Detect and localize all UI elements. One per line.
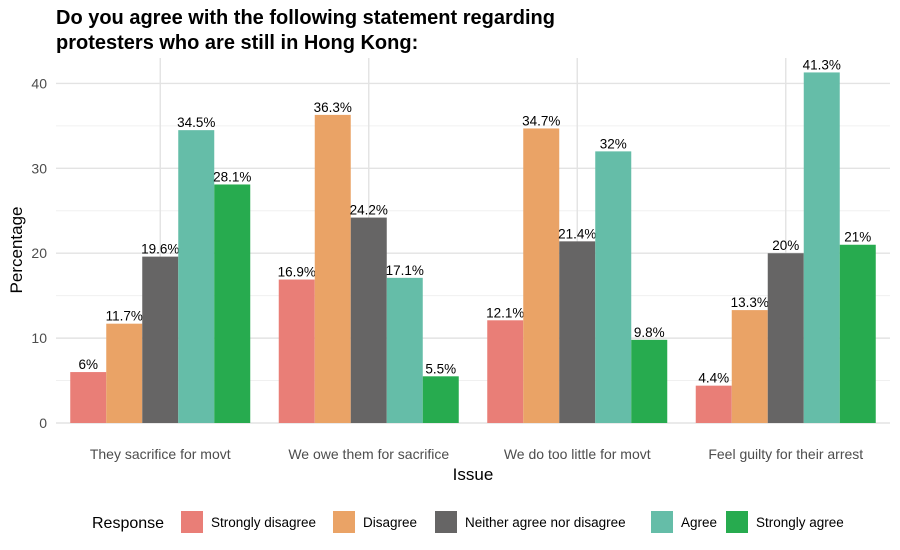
bar	[487, 320, 524, 423]
bar-value-label: 21%	[844, 230, 871, 245]
bar	[731, 310, 768, 423]
legend-key	[181, 511, 203, 533]
chart-title-line-2: protesters who are still in Hong Kong:	[56, 32, 418, 54]
bar	[839, 244, 876, 423]
bar	[559, 241, 596, 423]
y-axis-title: Percentage	[7, 207, 26, 294]
x-axis-title: Issue	[453, 465, 494, 484]
bar-value-label: 5.5%	[425, 361, 456, 376]
bar-value-label: 34.7%	[522, 113, 560, 128]
bar-value-label: 9.8%	[634, 325, 665, 340]
bar	[214, 184, 251, 423]
bar	[70, 372, 107, 423]
bar	[803, 72, 840, 423]
bar	[350, 217, 387, 423]
bar-value-label: 4.4%	[698, 371, 729, 386]
bar	[631, 339, 668, 423]
bar	[314, 114, 351, 423]
bar-value-label: 11.7%	[106, 309, 143, 324]
bar	[142, 256, 179, 423]
bar-value-label: 12.1%	[486, 305, 524, 320]
y-tick-label: 20	[31, 245, 47, 261]
bar	[106, 323, 143, 423]
bar-value-label: 19.6%	[141, 242, 179, 257]
bar-value-label: 41.3%	[803, 57, 841, 72]
x-tick-label: Feel guilty for their arrest	[708, 446, 863, 462]
bar-value-label: 32%	[600, 136, 627, 151]
x-tick-label: We do too little for movt	[504, 446, 651, 462]
legend-label: Agree	[681, 515, 717, 530]
bar-value-label: 13.3%	[731, 295, 769, 310]
bar	[523, 128, 560, 423]
x-axis-ticks: They sacrifice for movt We owe them for s…	[90, 446, 863, 462]
legend: Response Strongly disagree Disagree Neithe…	[92, 511, 844, 533]
bar	[178, 130, 215, 423]
legend-label: Strongly disagree	[211, 515, 316, 530]
y-tick-label: 30	[31, 160, 47, 176]
bar-value-label: 16.9%	[278, 265, 316, 280]
bar	[695, 385, 732, 423]
bars: 6% 11.7% 19.6% 34.5% 28.1% 16.9% 36.3% 24.2% 17.…	[70, 57, 876, 424]
legend-key	[726, 511, 748, 533]
y-tick-label: 10	[31, 330, 47, 346]
bar	[595, 151, 632, 424]
legend-title: Response	[92, 515, 164, 532]
legend-key	[651, 511, 673, 533]
bar-value-label: 21.4%	[558, 226, 596, 241]
legend-key	[435, 511, 457, 533]
legend-label: Neither agree nor disagree	[465, 515, 626, 530]
legend-key	[333, 511, 355, 533]
legend-label: Disagree	[363, 515, 417, 530]
bar-value-label: 6%	[78, 357, 98, 372]
bar-value-label: 24.2%	[350, 203, 388, 218]
legend-label: Strongly agree	[756, 515, 844, 530]
x-tick-label: They sacrifice for movt	[90, 446, 231, 462]
bar	[422, 376, 459, 423]
y-tick-label: 40	[31, 75, 47, 91]
y-tick-label: 0	[39, 415, 47, 431]
bar-value-label: 36.3%	[314, 100, 352, 115]
bar-value-label: 17.1%	[386, 263, 424, 278]
bar-value-label: 28.1%	[213, 169, 251, 184]
bar-value-label: 34.5%	[177, 115, 215, 130]
bar-value-label: 20%	[772, 238, 799, 253]
x-tick-label: We owe them for sacrifice	[288, 446, 449, 462]
bar	[278, 279, 315, 423]
chart-title-line-1: Do you agree with the following statemen…	[56, 7, 555, 29]
bar	[386, 277, 423, 423]
bar	[767, 253, 804, 423]
y-axis-ticks: 0 10 20 30 40	[31, 75, 47, 431]
